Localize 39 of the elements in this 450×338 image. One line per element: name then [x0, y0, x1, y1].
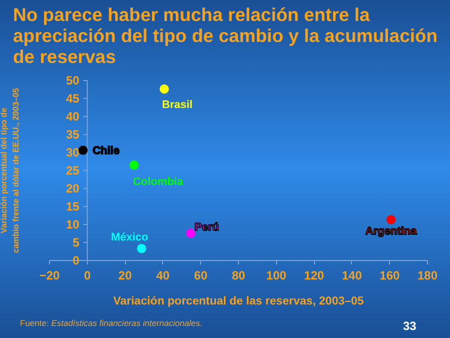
y-tick-label: 45 — [66, 92, 80, 106]
point — [160, 84, 169, 94]
y-tick-label: 15 — [66, 200, 80, 214]
y-tick-label: 35 — [66, 128, 80, 142]
series-label: Brasil — [162, 99, 193, 111]
y-tick-label: 5 — [72, 236, 80, 250]
point — [186, 228, 196, 238]
point — [78, 146, 88, 155]
y-tick-label: 40 — [66, 110, 80, 124]
point — [386, 215, 396, 224]
point — [137, 244, 146, 254]
x-axis-title: Variación porcentual de las reservas, 2003–05 — [113, 296, 364, 308]
y-axis-title: Variación porcentual del tipo de cambio frente al dólar de EE.UU., 2003–05 — [0, 88, 20, 254]
x-tick-label: 180 — [417, 268, 438, 282]
y-tick-label: 20 — [66, 182, 80, 196]
series-label: Perú — [194, 221, 219, 234]
x-tick-label: 80 — [232, 268, 246, 282]
series-label: Chile — [92, 145, 120, 158]
y-tick-label: 10 — [66, 218, 80, 232]
point — [129, 160, 139, 170]
source-note: Fuente: Estadísticas financieras internacionales. — [20, 318, 202, 328]
chart-title: No parece haber mucha relación entre la apreciación del tipo de cambio y la acumulación de reservas — [13, 4, 439, 67]
series-label: Argentina — [365, 226, 418, 238]
y-tick-label: 50 — [66, 74, 80, 88]
x-tick-label: 120 — [304, 268, 324, 282]
text: 33 — [403, 319, 416, 333]
series-label: México — [110, 231, 149, 244]
y-tick-label: 25 — [66, 164, 80, 178]
x-tick-label: 100 — [266, 268, 287, 282]
x-tick-label: 60 — [194, 268, 208, 282]
x-tick-label: 140 — [342, 268, 362, 282]
x-tick-label: 20 — [118, 268, 132, 282]
y-tick-label: 30 — [66, 146, 80, 160]
x-tick-label: 0 — [84, 268, 91, 282]
x-tick-label: 40 — [156, 268, 170, 282]
series-label: Colombia — [132, 176, 184, 188]
x-tick-label: 160 — [380, 268, 400, 282]
y-tick-label: 0 — [72, 254, 80, 268]
x-tick-label: −20 — [39, 268, 60, 282]
